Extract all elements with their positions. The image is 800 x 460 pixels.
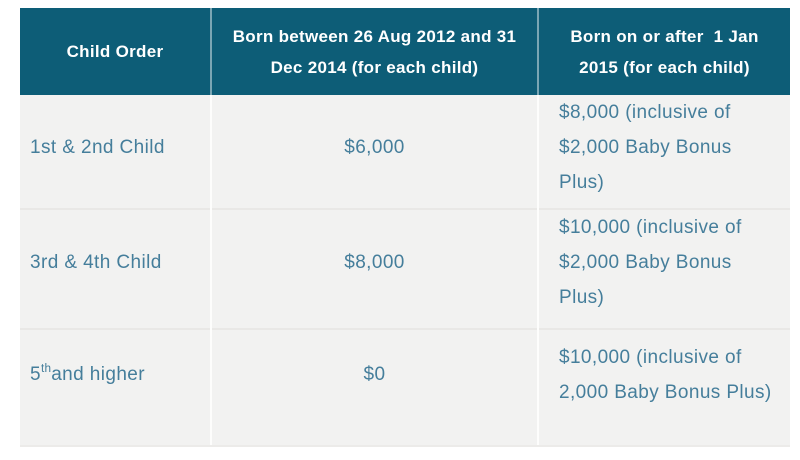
ordinal-base: 5 xyxy=(30,363,41,385)
table-header-row: Child Order Born between 26 Aug 2012 and… xyxy=(20,8,790,95)
ordinal-rest: and higher xyxy=(51,363,145,385)
cell-child-order: 1st & 2nd Child xyxy=(30,136,165,158)
header-cell-born-2012-2014: Born between 26 Aug 2012 and 31 Dec 2014… xyxy=(210,8,537,95)
cell-child-order: 3rd & 4th Child xyxy=(30,251,162,273)
table-row: 3rd & 4th Child $8,000 $10,000 (inclusiv… xyxy=(20,208,790,341)
header-cell-child-order: Child Order xyxy=(66,42,164,61)
cell-amount-2012-2014: $6,000 xyxy=(210,95,537,226)
header-cell-born-2015: Born on or after 1 Jan 2015 (for each ch… xyxy=(537,8,790,95)
cell-amount-2015: $8,000 (inclusive of $2,000 Baby Bonus P… xyxy=(537,95,790,226)
cell-amount-2012-2014: $8,000 xyxy=(210,210,537,341)
baby-bonus-table: Child Order Born between 26 Aug 2012 and… xyxy=(20,8,790,447)
cell-amount-2012-2014: $0 xyxy=(210,330,537,445)
cell-amount-2015: $10,000 (inclusive of 2,000 Baby Bonus P… xyxy=(537,330,790,445)
cell-amount-2015: $10,000 (inclusive of $2,000 Baby Bonus … xyxy=(537,210,790,341)
table-row: 1st & 2nd Child $6,000 $8,000 (inclusive… xyxy=(20,95,790,226)
